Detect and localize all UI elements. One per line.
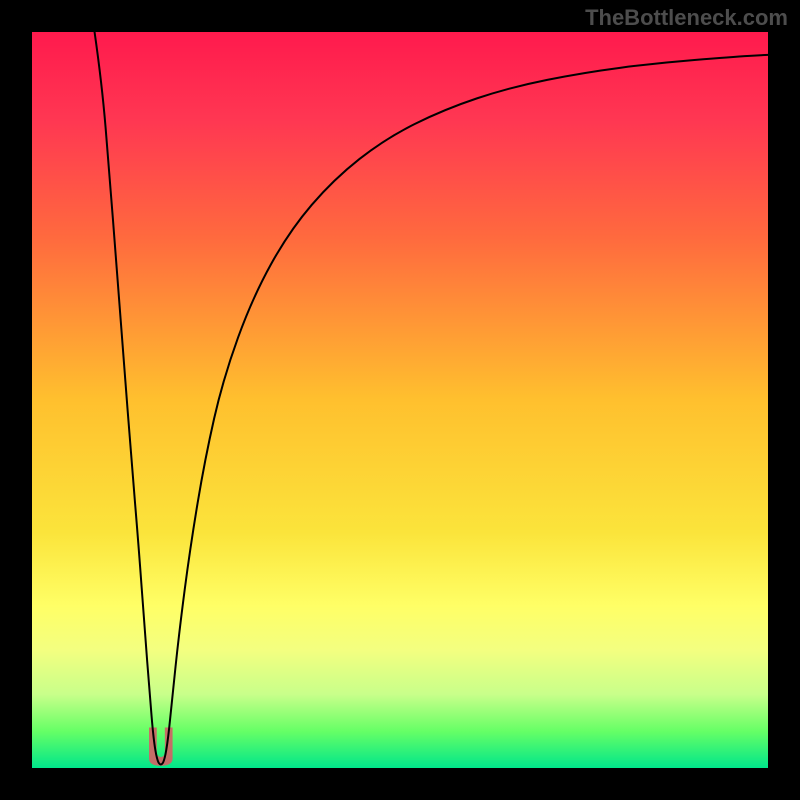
gradient-plot-area bbox=[32, 32, 768, 768]
chart-container: TheBottleneck.com bbox=[0, 0, 800, 800]
chart-svg bbox=[32, 32, 768, 768]
watermark-text: TheBottleneck.com bbox=[585, 5, 788, 31]
bottleneck-curve bbox=[95, 32, 768, 765]
